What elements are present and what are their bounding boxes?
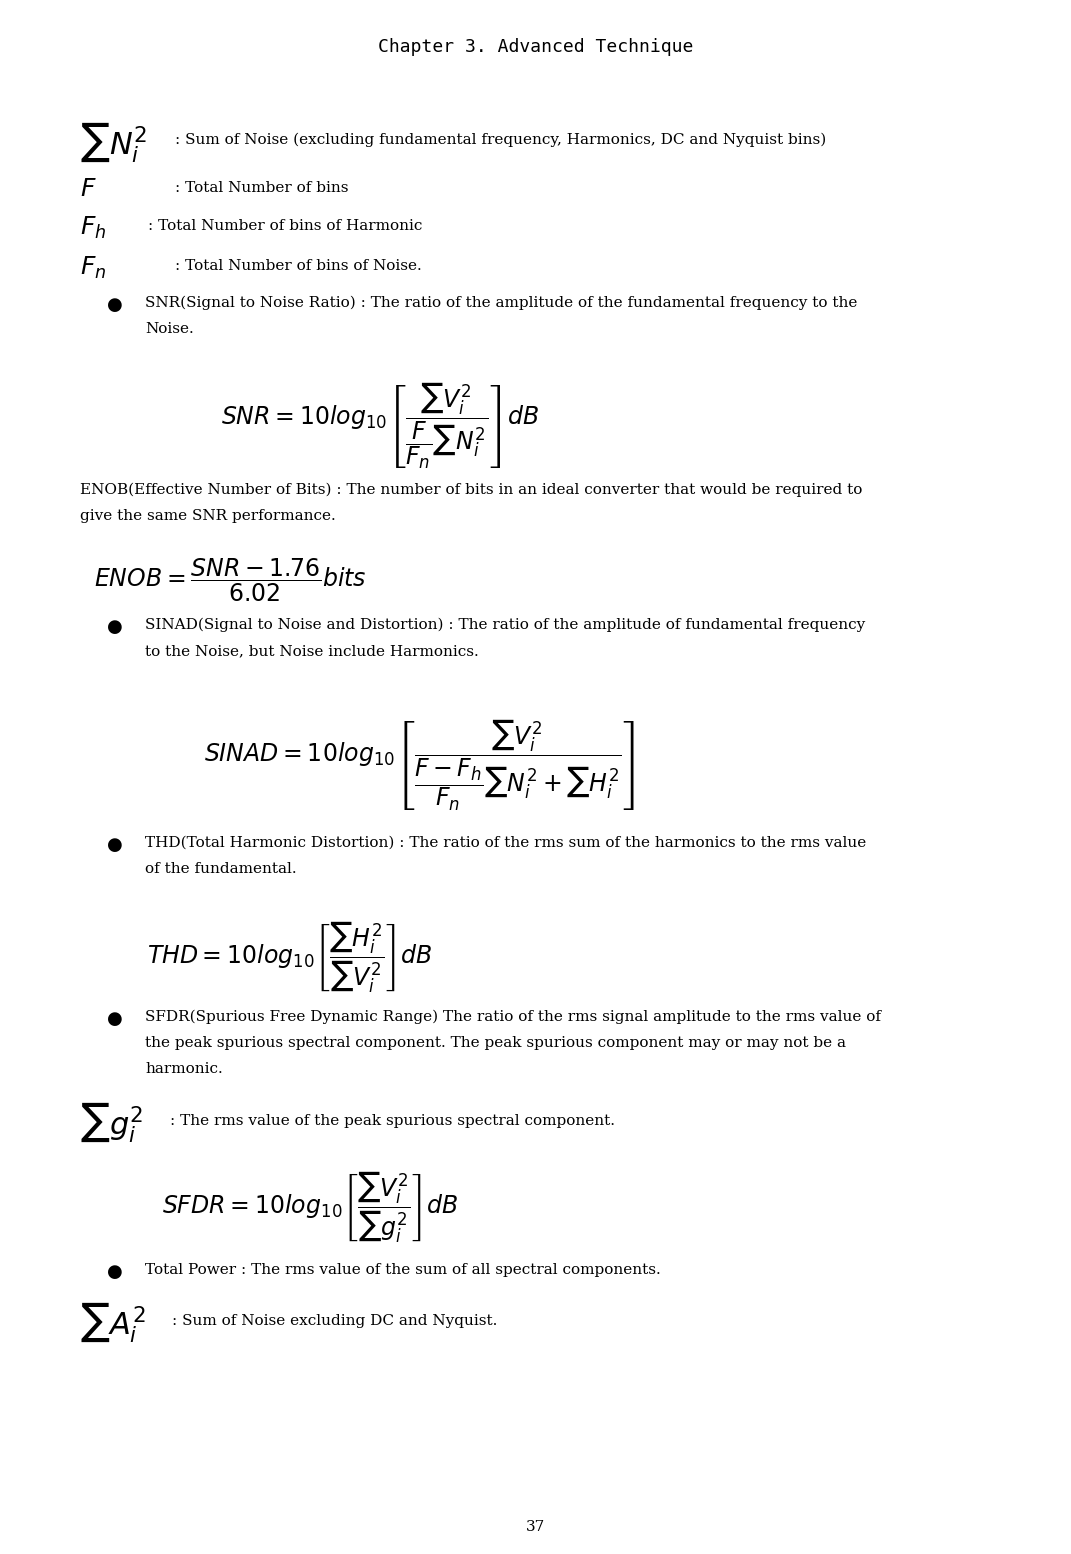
Text: $\mathbf{\mathit{THD}}=10\mathbf{\mathit{log}}_{10}\left[\dfrac{\sum H_i^2}{\sum: $\mathbf{\mathit{THD}}=10\mathbf{\mathit… [148, 920, 433, 996]
Text: : Sum of Noise excluding DC and Nyquist.: : Sum of Noise excluding DC and Nyquist. [172, 1315, 497, 1329]
Text: $\sum g_i^2$: $\sum g_i^2$ [80, 1100, 144, 1144]
Text: give the same SNR performance.: give the same SNR performance. [80, 510, 335, 524]
Text: : Sum of Noise (excluding fundamental frequency, Harmonics, DC and Nyquist bins): : Sum of Noise (excluding fundamental fr… [175, 134, 826, 148]
Text: harmonic.: harmonic. [145, 1061, 223, 1075]
Text: Noise.: Noise. [145, 322, 194, 336]
Text: SFDR(Spurious Free Dynamic Range) The ratio of the rms signal amplitude to the r: SFDR(Spurious Free Dynamic Range) The ra… [145, 1010, 881, 1024]
Text: ●: ● [107, 836, 123, 855]
Text: the peak spurious spectral component. The peak spurious component may or may not: the peak spurious spectral component. Th… [145, 1037, 846, 1051]
Text: ENOB(Effective Number of Bits) : The number of bits in an ideal converter that w: ENOB(Effective Number of Bits) : The num… [80, 483, 862, 497]
Text: : Total Number of bins of Harmonic: : Total Number of bins of Harmonic [148, 219, 422, 233]
Text: $F_n$: $F_n$ [80, 255, 106, 281]
Text: $F$: $F$ [80, 177, 96, 200]
Text: $\mathbf{\mathit{SNR}}=10\mathbf{\mathit{log}}_{10}\left[\dfrac{\sum V_i^2}{\dfr: $\mathbf{\mathit{SNR}}=10\mathbf{\mathit… [221, 381, 539, 471]
Text: ●: ● [107, 295, 123, 314]
Text: 37: 37 [526, 1520, 545, 1534]
Text: SINAD(Signal to Noise and Distortion) : The ratio of the amplitude of fundamenta: SINAD(Signal to Noise and Distortion) : … [145, 618, 865, 632]
Text: ●: ● [107, 1263, 123, 1280]
Text: $\mathbf{\mathit{SFDR}}=10\mathbf{\mathit{log}}_{10}\left[\dfrac{\sum V_i^2}{\su: $\mathbf{\mathit{SFDR}}=10\mathbf{\mathi… [162, 1170, 458, 1245]
Text: : The rms value of the peak spurious spectral component.: : The rms value of the peak spurious spe… [170, 1114, 615, 1128]
Text: $\sum A_i^2$: $\sum A_i^2$ [80, 1301, 146, 1344]
Text: $F_h$: $F_h$ [80, 214, 106, 241]
Text: THD(Total Harmonic Distortion) : The ratio of the rms sum of the harmonics to th: THD(Total Harmonic Distortion) : The rat… [145, 836, 866, 850]
Text: ●: ● [107, 1010, 123, 1029]
Text: SNR(Signal to Noise Ratio) : The ratio of the amplitude of the fundamental frequ: SNR(Signal to Noise Ratio) : The ratio o… [145, 295, 858, 311]
Text: Total Power : The rms value of the sum of all spectral components.: Total Power : The rms value of the sum o… [145, 1263, 661, 1277]
Text: to the Noise, but Noise include Harmonics.: to the Noise, but Noise include Harmonic… [145, 643, 479, 657]
Text: : Total Number of bins of Noise.: : Total Number of bins of Noise. [175, 260, 422, 274]
Text: Chapter 3. Advanced Technique: Chapter 3. Advanced Technique [378, 37, 693, 56]
Text: $\mathbf{\mathit{ENOB}}=\dfrac{\mathbf{\mathit{SNR}}-1.76}{6.02}\mathbf{\mathit{: $\mathbf{\mathit{ENOB}}=\dfrac{\mathbf{\… [93, 556, 366, 605]
Text: $\sum N_i^2$: $\sum N_i^2$ [80, 120, 148, 165]
Text: ●: ● [107, 618, 123, 636]
Text: of the fundamental.: of the fundamental. [145, 862, 297, 876]
Text: : Total Number of bins: : Total Number of bins [175, 180, 348, 194]
Text: $\mathbf{\mathit{SINAD}}=10\mathbf{\mathit{log}}_{10}\left[\dfrac{\sum V_i^2}{\d: $\mathbf{\mathit{SINAD}}=10\mathbf{\math… [205, 718, 635, 813]
